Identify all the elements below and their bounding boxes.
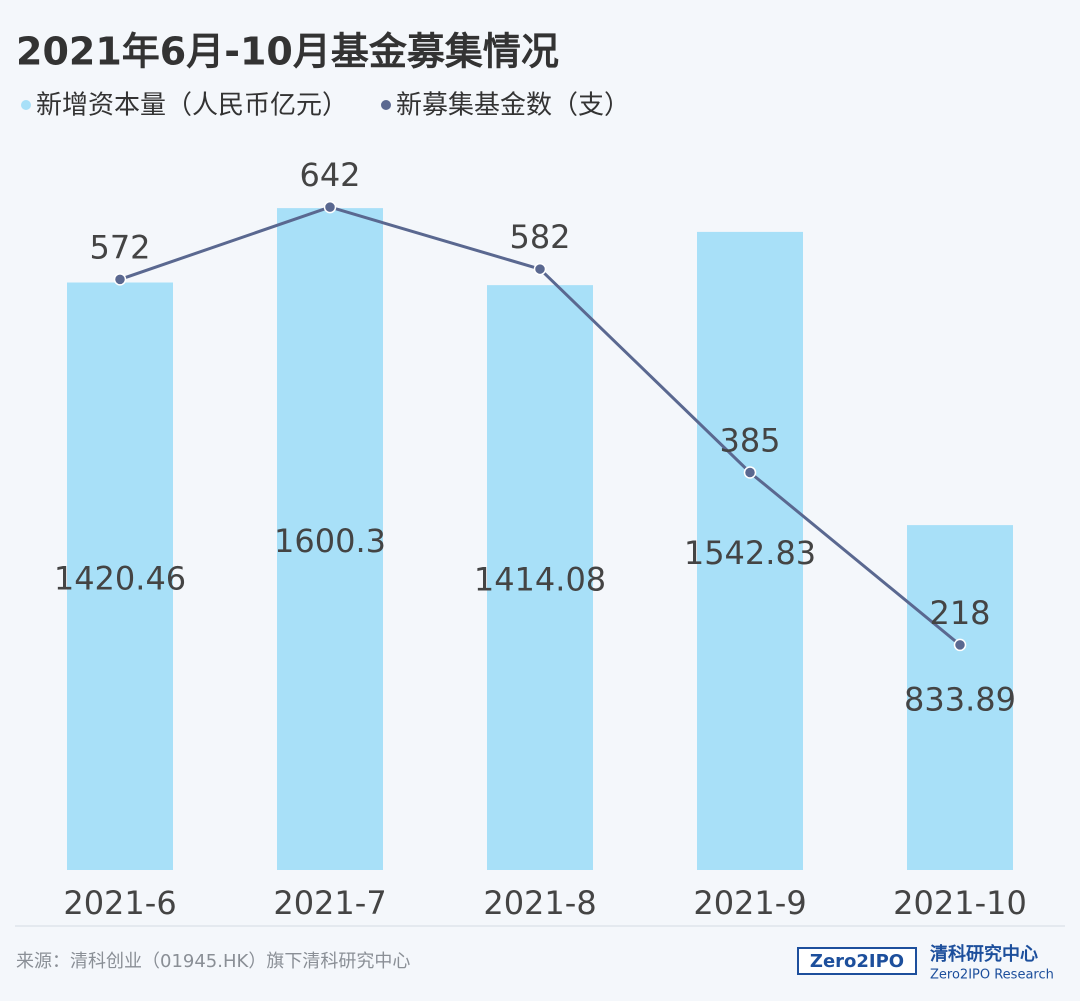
line-value-label: 385: [719, 421, 780, 459]
line-point: [113, 273, 127, 286]
bar: [907, 525, 1013, 870]
source: 来源：清科创业（01945.HK）旗下清科研究中心: [16, 951, 410, 972]
bar-value-label: 833.89: [904, 681, 1016, 719]
line-value-label: 642: [299, 156, 360, 194]
line-point: [323, 200, 337, 214]
chart-title: 2021年6月-10月基金募集情况: [16, 30, 559, 74]
bar: [697, 231, 803, 870]
line-point: [743, 466, 757, 479]
x-tick-label: 2021-7: [273, 884, 386, 922]
logo: Zero2IPO: [810, 951, 904, 972]
legend-marker: [381, 100, 392, 110]
bar-value-label: 1600.3: [274, 522, 386, 560]
logo-box: [797, 947, 917, 975]
line-value-label: 582: [509, 218, 570, 256]
legend-label: 新募集基金数（支）: [396, 91, 630, 121]
x-tick-label: 2021-10: [893, 884, 1027, 922]
bar-value-label: 1542.83: [684, 534, 816, 572]
x-tick-label: 2021-9: [693, 884, 806, 922]
brand-en: Zero2IPO Research: [930, 968, 1054, 983]
x-tick-label: 2021-6: [63, 884, 176, 922]
line-point: [953, 638, 967, 652]
bar: [277, 208, 383, 870]
bar: [67, 282, 173, 870]
bar-value-label: 1414.08: [474, 561, 606, 599]
line-value-label: 218: [929, 594, 990, 632]
line-point: [533, 262, 547, 276]
legend-marker: [21, 100, 31, 110]
bar: [487, 285, 593, 870]
brand: 清科研究中心: [930, 943, 1038, 965]
line-value-label: 572: [89, 228, 150, 266]
bar-value-label: 1420.46: [54, 559, 186, 597]
x-tick-label: 2021-8: [483, 884, 596, 922]
legend-label: 新增资本量（人民币亿元）: [36, 91, 348, 121]
